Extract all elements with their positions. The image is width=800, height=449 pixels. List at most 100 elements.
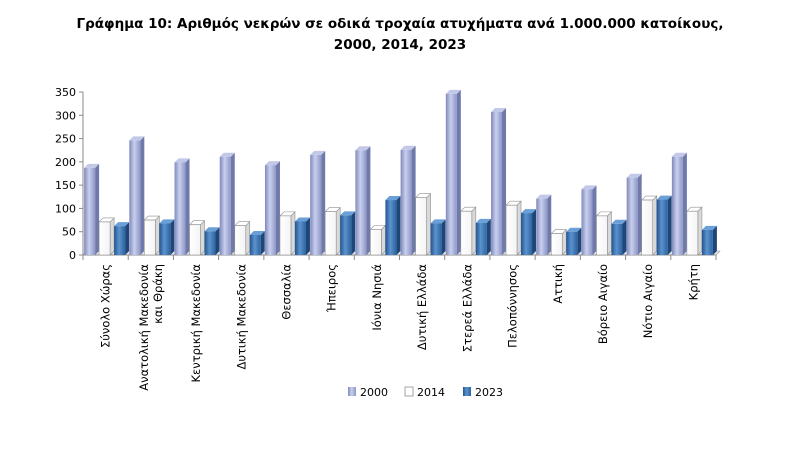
category-label: Ήπειρος <box>325 264 339 313</box>
y-tick-label: 250 <box>55 133 76 146</box>
bar-front <box>355 150 367 255</box>
bar <box>656 195 672 255</box>
bar-top <box>581 185 597 190</box>
bar-front <box>84 167 96 255</box>
bar <box>475 218 491 255</box>
bar-top <box>84 163 100 168</box>
bar <box>114 222 130 255</box>
bar-side <box>592 185 597 255</box>
bar-side <box>486 218 491 255</box>
category-label: και Θράκη <box>151 264 165 324</box>
bar-top <box>445 89 461 94</box>
bar-top <box>566 227 582 232</box>
category-labels: Σύνολο Χώρας Ανατολική Μακεδονία και Θράκη… <box>99 264 701 391</box>
bar <box>595 211 613 256</box>
bar-top <box>264 161 280 166</box>
bar-front <box>475 222 487 255</box>
bar-side <box>682 152 687 255</box>
bar-front <box>686 210 699 256</box>
bar <box>369 224 387 256</box>
bar <box>536 194 552 255</box>
category-label: Πελοπόννησος <box>506 264 520 348</box>
y-tick-label: 0 <box>69 249 76 262</box>
bar-top <box>249 230 265 235</box>
bar-side <box>577 227 582 255</box>
category-label: Βόρειο Αιγαίο <box>596 264 610 344</box>
bar-side <box>396 196 401 255</box>
bar <box>611 219 627 255</box>
legend-swatch <box>348 387 356 396</box>
bar-side <box>622 219 627 255</box>
bar-side <box>471 206 477 256</box>
bar <box>445 89 461 255</box>
bar-side <box>200 220 205 256</box>
category-label: Νότιο Αιγαίο <box>641 264 655 338</box>
bar-side <box>305 217 310 255</box>
y-tick-label: 150 <box>55 179 76 192</box>
bar-top <box>294 217 310 222</box>
bar-front <box>415 197 427 256</box>
bar <box>355 146 371 255</box>
bar-side <box>95 163 100 255</box>
bar-front <box>98 221 111 256</box>
category-label: Κρήτη <box>686 264 700 300</box>
bar-front <box>159 223 171 255</box>
bar <box>701 225 717 255</box>
bar <box>581 185 597 255</box>
bar-top <box>310 150 326 155</box>
bar-front <box>234 225 247 256</box>
bar <box>174 158 190 255</box>
bar-side <box>335 206 341 256</box>
bar-side <box>697 206 703 256</box>
bar <box>143 215 161 256</box>
bar-top <box>159 219 175 224</box>
bar-top <box>671 152 687 157</box>
category-label: Θεσσαλία <box>279 264 293 320</box>
bar-top <box>219 152 235 157</box>
bar-top <box>701 225 717 230</box>
bar-side <box>260 230 265 255</box>
bar-side <box>275 161 280 255</box>
legend-label: 2014 <box>417 386 445 399</box>
bar-front <box>114 226 126 255</box>
bar-side <box>547 194 552 255</box>
legend-swatch <box>463 387 471 396</box>
bar <box>505 200 522 256</box>
bar <box>129 136 145 255</box>
bar-front <box>581 189 593 255</box>
bar <box>279 211 296 256</box>
y-tick-label: 50 <box>62 226 76 239</box>
y-tick-label: 200 <box>55 156 76 169</box>
category-label: Κεντρική Μακεδονία <box>189 264 203 383</box>
legend-label: 2023 <box>475 386 503 399</box>
bar-front <box>189 224 201 256</box>
bar <box>310 150 326 255</box>
bar-front <box>144 219 156 256</box>
category-label: Δυτική Μακεδονία <box>234 264 248 370</box>
bar <box>414 192 432 256</box>
bar <box>460 206 477 256</box>
bar <box>294 217 310 255</box>
bar-top <box>475 218 491 223</box>
category-label: Στερεά Ελλάδα <box>460 264 474 353</box>
bar-front <box>400 149 412 255</box>
bar <box>219 152 235 255</box>
bar <box>626 173 642 255</box>
bar-front <box>370 229 382 256</box>
bar-side <box>652 195 657 256</box>
bar <box>188 220 206 256</box>
bar-top <box>385 196 401 201</box>
bars <box>84 89 717 256</box>
bar-side <box>109 217 115 256</box>
bar-front <box>611 223 623 255</box>
bar-front <box>204 231 216 255</box>
bar-front <box>249 234 261 255</box>
bar <box>521 209 537 255</box>
bar-front <box>445 93 457 255</box>
bar-side <box>230 152 235 255</box>
category-label: Ιόνια Νησιά <box>370 264 384 331</box>
bar-front <box>385 200 397 255</box>
bar-top <box>129 136 145 141</box>
bar-top <box>626 173 642 178</box>
bar-side <box>351 211 356 255</box>
